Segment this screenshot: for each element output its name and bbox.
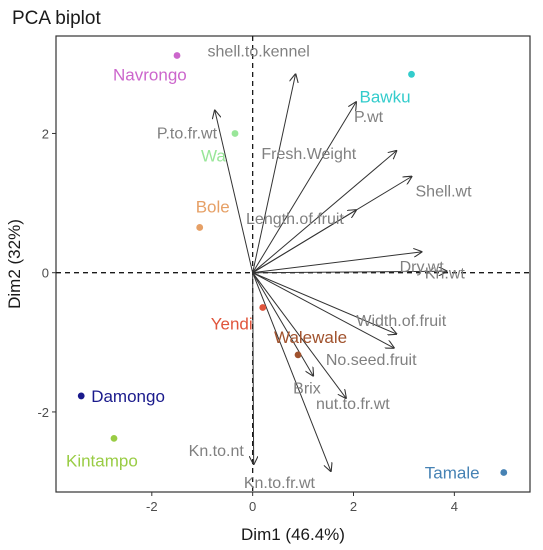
variable-label-no-seed-fruit: No.seed.fruit [326,352,417,369]
individual-label-yendi: Yendi [211,315,253,334]
point-walewale [294,351,302,359]
variable-label-shell-wt: Shell.wt [416,184,473,201]
arrow-kn-to-fr-wt [252,272,331,471]
individual-label-walewale: Walewale [274,328,347,347]
x-tick-label: -2 [146,499,158,514]
variable-label-length-of-fruit: Length.of.fruit [246,211,344,228]
individual-label-bole: Bole [196,197,230,216]
individual-points [77,52,508,476]
point-bawku [408,70,415,78]
arrow-kn-to-nt [253,272,254,464]
y-tick-label: 2 [42,126,49,141]
arrow-length-of-fruit [252,210,356,274]
individual-label-tamale: Tamale [425,464,480,483]
arrow-fresh-weight [252,151,397,274]
arrow-dry-wt [252,252,422,274]
arrow-brix [252,272,314,376]
variable-label-nut-to-fr-wt: nut.to.fr.wt [316,396,390,413]
individual-labels: Navrongo Bawku Wa Bole Yendi Walewale Damongo K… [66,65,480,482]
variable-label-brix: Brix [293,381,321,398]
point-kintampo [110,434,118,442]
y-tick-label: 0 [42,266,49,281]
arrow-no-seed-fruit [252,272,394,348]
variable-label-width-of-fruit: Width.of.fruit [356,313,446,330]
arrow-kn-wt [252,271,447,272]
individual-label-navrongo: Navrongo [113,65,187,84]
x-axis-ticks: -2 0 2 4 [146,492,458,514]
plot-panel [55,35,531,493]
variable-label-p-wt: P.wt [354,109,384,126]
variable-label-kn-wt: Kn.wt [425,265,466,282]
variable-label-dry-wt: Dry.wt [400,259,445,276]
y-axis-ticks: -2 0 2 [37,126,56,420]
individual-label-kintampo: Kintampo [66,451,138,470]
variable-label-kn-to-fr-wt: Kn.to.fr.wt [244,475,316,492]
individual-label-bawku: Bawku [360,87,411,106]
variable-label-p-to-fr-wt: P.to.fr.wt [157,125,218,142]
variable-label-fresh-weight: Fresh.Weight [261,146,356,163]
x-tick-label: 4 [451,499,458,514]
arrow-p-wt [252,102,356,273]
y-tick-label: -2 [37,405,49,420]
point-tamale [500,469,508,476]
individual-label-wa: Wa [201,146,226,165]
point-navrongo [173,52,181,59]
y-axis-title: Dim2 (32%) [5,219,24,309]
point-bole [196,224,204,231]
point-damongo [77,392,85,400]
individual-label-damongo: Damongo [91,387,165,406]
arrow-width-of-fruit [252,272,397,334]
arrow-nut-to-fr-wt [252,272,346,398]
variable-label-shell-to-kennel: shell.to.kennel [208,43,310,60]
x-tick-label: 2 [350,499,357,514]
arrow-p-to-fr-wt [215,110,254,273]
x-tick-label: 0 [249,499,256,514]
chart-title: PCA biplot [12,8,101,29]
point-yendi [259,304,267,311]
arrow-shell-to-kennel [252,74,296,273]
x-axis-title: Dim1 (46.4%) [241,525,345,544]
point-wa [231,130,239,137]
variable-arrows [215,74,447,471]
variable-labels: shell.to.kennel P.to.fr.wt P.wt Fresh.Weigh… [157,43,472,492]
variable-label-kn-to-nt: Kn.to.nt [189,443,245,460]
